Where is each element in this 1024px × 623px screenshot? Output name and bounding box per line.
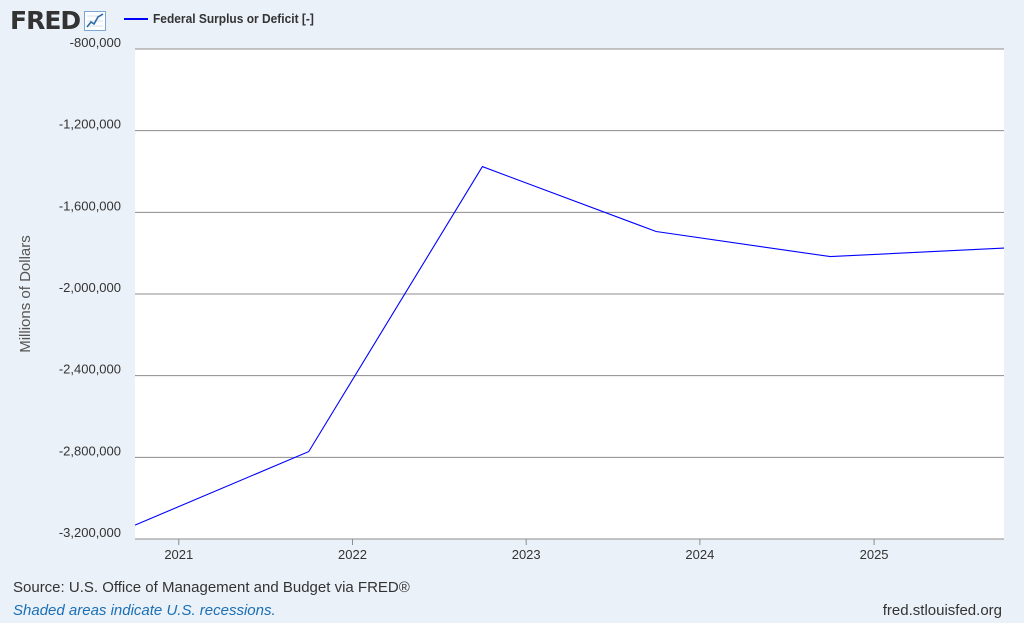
site-link[interactable]: fred.stlouisfed.org (882, 602, 1002, 619)
y-tick-label: -1,600,000 (59, 198, 121, 213)
legend: Federal Surplus or Deficit [-] (124, 11, 328, 26)
x-tick-label: 2025 (860, 547, 889, 562)
series-line (134, 165, 1005, 526)
y-tick-label: -3,200,000 (59, 525, 121, 540)
y-axis-label: Millions of Dollars (17, 235, 34, 353)
line-chart-icon (84, 10, 107, 31)
x-tick-label: 2021 (164, 547, 193, 562)
y-tick-label: -800,000 (70, 35, 121, 50)
x-tick-label: 2024 (685, 547, 714, 562)
logo-text: FRED (10, 6, 81, 35)
x-tick-label: 2023 (512, 547, 541, 562)
x-tick-label: 2022 (338, 547, 367, 562)
source-note: Source: U.S. Office of Management and Bu… (13, 579, 410, 596)
y-tick-label: -2,400,000 (59, 362, 121, 377)
legend-label: Federal Surplus or Deficit [-] (153, 11, 314, 26)
legend-swatch (124, 17, 148, 20)
y-tick-label: -2,000,000 (59, 280, 121, 295)
y-tick-label: -1,200,000 (59, 117, 121, 132)
y-tick-label: -2,800,000 (59, 443, 121, 458)
recession-note: Shaded areas indicate U.S. recessions. (13, 602, 276, 619)
fred-logo[interactable]: FRED (10, 6, 107, 35)
